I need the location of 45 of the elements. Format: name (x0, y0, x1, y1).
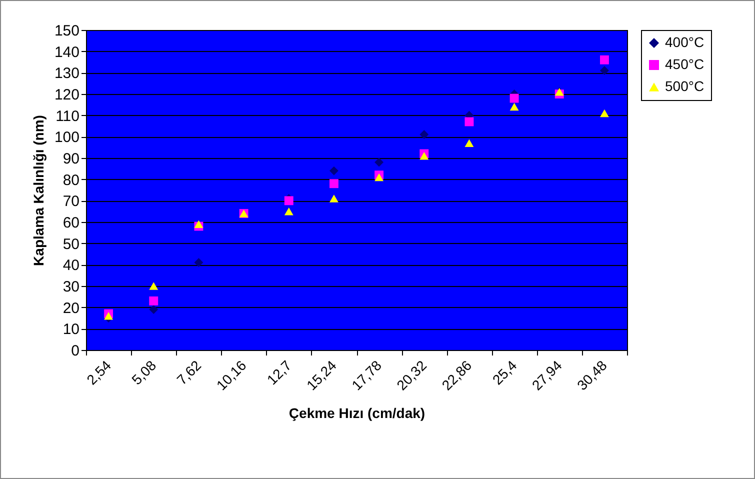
point (510, 102, 519, 111)
y-tick-label: 60 (62, 214, 80, 232)
point (600, 109, 609, 118)
point (329, 179, 338, 188)
point (149, 282, 158, 290)
point (149, 304, 158, 314)
y-tick-label: 80 (62, 172, 80, 189)
x-tick-label: 5,08 (128, 356, 160, 388)
y-axis-title: Kaplama Kalınlığı (nm) (30, 115, 46, 266)
y-tick-label: 130 (54, 65, 80, 82)
y-tick-label: 50 (62, 236, 80, 253)
point (284, 207, 294, 216)
point (464, 139, 474, 147)
point (420, 152, 429, 160)
y-tick-label: 10 (62, 321, 80, 338)
y-tick-label: 90 (62, 150, 80, 168)
point (329, 194, 338, 202)
y-tick-label: 150 (54, 22, 80, 40)
point (194, 258, 204, 268)
y-tick-label: 30 (62, 278, 80, 296)
y-tick-label: 120 (54, 86, 80, 104)
y-tick-label: 40 (62, 257, 80, 274)
point (464, 117, 474, 126)
point (600, 55, 609, 64)
point (510, 94, 519, 103)
y-tick-label: 100 (54, 129, 80, 146)
y-tick-label: 110 (56, 108, 80, 125)
point (104, 312, 114, 320)
y-tick-label: 20 (62, 300, 80, 317)
y-tick-label: 140 (54, 44, 80, 61)
x-axis-title: Çekme Hızı (cm/dak) (288, 405, 426, 422)
legend-label: 500°C (665, 78, 704, 94)
point (194, 220, 204, 228)
point (374, 173, 384, 182)
x-tick-label: 7,62 (174, 356, 204, 388)
point (149, 296, 158, 306)
point (420, 130, 429, 140)
y-tick-label: 0 (71, 342, 80, 360)
y-tick-label: 70 (62, 193, 80, 210)
point (374, 158, 384, 167)
point (329, 166, 338, 176)
legend-label: 400°C (665, 34, 704, 50)
point (600, 66, 609, 76)
legend-label: 450°C (665, 56, 704, 72)
point (284, 196, 294, 206)
